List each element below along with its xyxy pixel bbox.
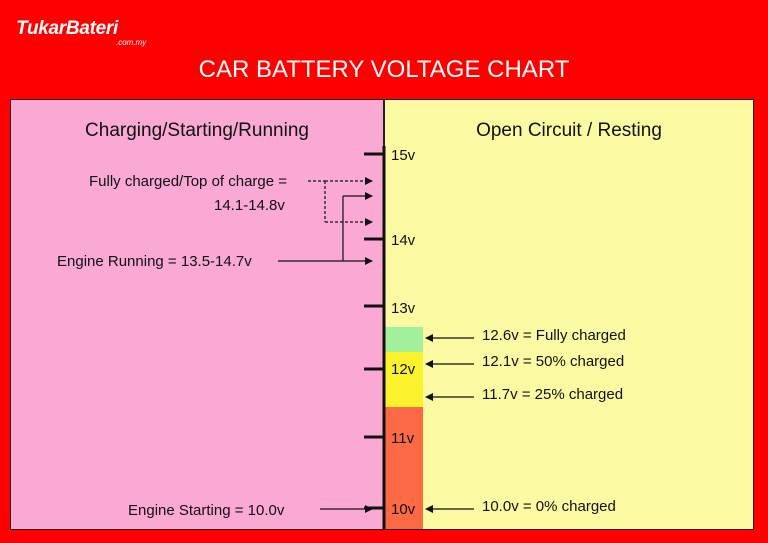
label-10-0v: 10.0v = 0% charged (482, 498, 616, 515)
tick-label-13v: 13v (391, 300, 416, 317)
tick-label-10v: 10v (391, 501, 416, 518)
band-fully-charged (385, 327, 423, 352)
resting-panel (384, 99, 754, 530)
band-discharged (385, 407, 423, 529)
page-title: CAR BATTERY VOLTAGE CHART (198, 56, 570, 83)
brand-domain: .com.my (116, 38, 147, 47)
tick-label-11v: 11v (391, 430, 415, 447)
label-fully-charged: Fully charged/Top of charge = (89, 173, 287, 190)
tick-label-12v: 12v (391, 361, 416, 378)
label-12-1v: 12.1v = 50% charged (482, 353, 624, 370)
resting-panel-heading: Open Circuit / Resting (476, 120, 662, 141)
band-partial-charge (385, 352, 423, 407)
tick-label-14v: 14v (391, 232, 416, 249)
label-fully-charged-range: 14.1-14.8v (214, 197, 285, 214)
charging-panel-heading: Charging/Starting/Running (85, 120, 309, 141)
brand-logo: TukarBateri (16, 18, 118, 39)
label-12-6v: 12.6v = Fully charged (482, 327, 626, 344)
label-11-7v: 11.7v = 25% charged (482, 386, 623, 403)
tick-label-15v: 15v (391, 147, 416, 164)
label-engine-starting: Engine Starting = 10.0v (128, 502, 285, 519)
charging-panel (10, 99, 384, 530)
label-engine-running: Engine Running = 13.5-14.7v (57, 253, 252, 270)
